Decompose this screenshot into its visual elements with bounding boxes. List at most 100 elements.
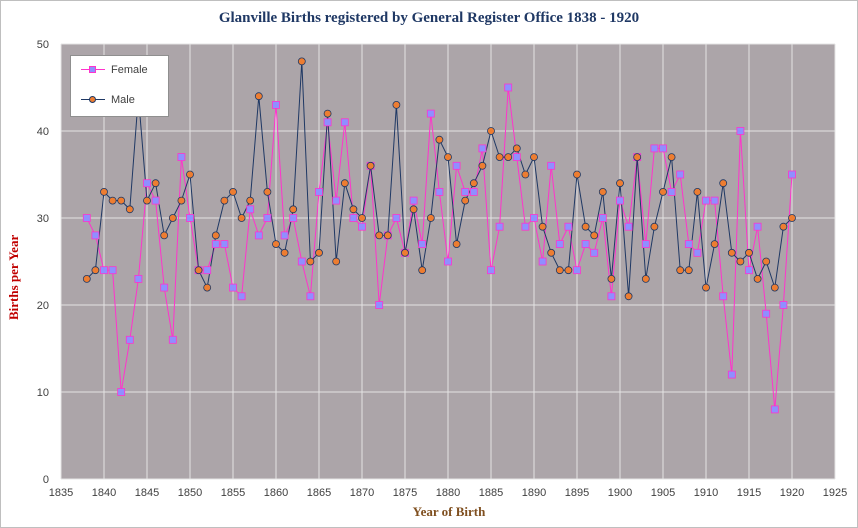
female-data-point: [719, 292, 728, 301]
female-data-point: [375, 301, 384, 309]
female-data-point: [272, 101, 280, 109]
y-tick-label: 20: [37, 300, 49, 312]
male-data-point: [280, 248, 289, 257]
female-data-point: [143, 179, 151, 188]
male-data-point: [659, 187, 667, 196]
female-data-point: [82, 214, 91, 222]
male-data-point: [220, 196, 229, 205]
male-data-point: [254, 92, 263, 101]
male-data-point: [332, 257, 341, 266]
male-data-point: [727, 248, 736, 257]
y-tick-label: 0: [43, 474, 49, 486]
x-tick-label: 1895: [565, 487, 589, 499]
female-data-point: [469, 187, 478, 196]
legend-label-female: Female: [111, 64, 148, 76]
female-data-point: [607, 292, 616, 301]
male-data-point: [702, 283, 710, 292]
female-data-point: [478, 144, 487, 153]
male-data-point: [366, 161, 375, 170]
x-tick-label: 1925: [823, 487, 847, 499]
male-data-point: [521, 170, 530, 179]
female-data-point: [280, 231, 289, 240]
female-data-point: [100, 266, 108, 275]
female-data-point: [186, 214, 194, 222]
male-data-point: [186, 170, 194, 179]
male-data-point: [573, 170, 581, 179]
female-data-point: [332, 196, 341, 205]
male-data-point: [512, 144, 521, 153]
female-data-point: [667, 187, 676, 196]
male-data-point: [624, 292, 633, 301]
female-data-point: [547, 161, 556, 170]
male-data-point: [478, 161, 487, 170]
male-data-point: [108, 196, 117, 205]
female-data-point: [512, 153, 521, 162]
female-data-point: [134, 274, 143, 283]
female-data-point: [702, 196, 710, 205]
male-data-point: [91, 266, 100, 275]
male-data-point: [710, 240, 719, 249]
male-data-point: [401, 248, 409, 257]
female-data-point: [237, 292, 246, 301]
x-tick-label: 1865: [307, 487, 331, 499]
female-data-point: [151, 196, 160, 205]
female-data-point: [349, 214, 358, 222]
female-data-point: [727, 370, 736, 379]
legend-item-male: Male: [81, 92, 135, 108]
male-data-point: [641, 274, 650, 283]
male-data-point: [435, 135, 444, 144]
female-data-point: [289, 214, 298, 222]
male-data-point: [246, 196, 255, 205]
male-data-point: [143, 196, 151, 205]
male-data-point: [125, 205, 134, 214]
male-data-point: [667, 153, 676, 162]
female-data-point: [246, 205, 255, 214]
y-tick-label: 50: [37, 39, 49, 51]
female-data-point: [444, 257, 452, 266]
male-data-point: [736, 257, 745, 266]
male-data-point: [504, 153, 513, 162]
male-data-point: [375, 231, 384, 240]
male-data-point: [762, 257, 771, 266]
male-data-point: [297, 57, 306, 66]
female-data-point: [409, 196, 418, 205]
female-data-point: [108, 266, 117, 275]
female-data-point: [418, 240, 427, 249]
male-data-point: [753, 274, 762, 283]
female-data-point: [693, 248, 702, 257]
chart-legend: Female Male: [70, 55, 169, 117]
female-data-point: [340, 118, 349, 127]
y-tick-label: 10: [37, 387, 49, 399]
male-data-point: [229, 187, 237, 196]
male-data-point: [358, 214, 366, 222]
female-data-point: [358, 222, 366, 231]
female-data-point: [538, 257, 547, 266]
female-data-point: [203, 266, 212, 275]
male-data-point: [547, 248, 556, 257]
female-data-point: [323, 118, 332, 127]
female-data-point: [91, 231, 100, 240]
male-data-point: [177, 196, 186, 205]
female-legend-symbol: [81, 62, 105, 78]
female-data-point: [177, 153, 186, 162]
male-data-point: [203, 283, 212, 292]
male-data-point: [555, 266, 564, 275]
male-data-point: [650, 222, 659, 231]
female-data-point: [788, 170, 796, 179]
female-data-point: [392, 214, 401, 222]
male-data-point: [676, 266, 685, 275]
male-data-point: [564, 266, 573, 275]
female-data-point: [530, 214, 538, 222]
female-data-point: [745, 266, 753, 275]
female-data-point: [590, 248, 599, 257]
male-data-point: [237, 214, 246, 222]
female-data-point: [770, 405, 779, 414]
female-data-point: [564, 222, 573, 231]
female-data-point: [736, 127, 745, 135]
female-data-point: [598, 214, 607, 222]
female-data-point: [263, 214, 272, 222]
x-tick-label: 1845: [135, 487, 159, 499]
male-data-point: [426, 214, 435, 222]
x-tick-label: 1885: [479, 487, 503, 499]
female-data-point: [616, 196, 624, 205]
